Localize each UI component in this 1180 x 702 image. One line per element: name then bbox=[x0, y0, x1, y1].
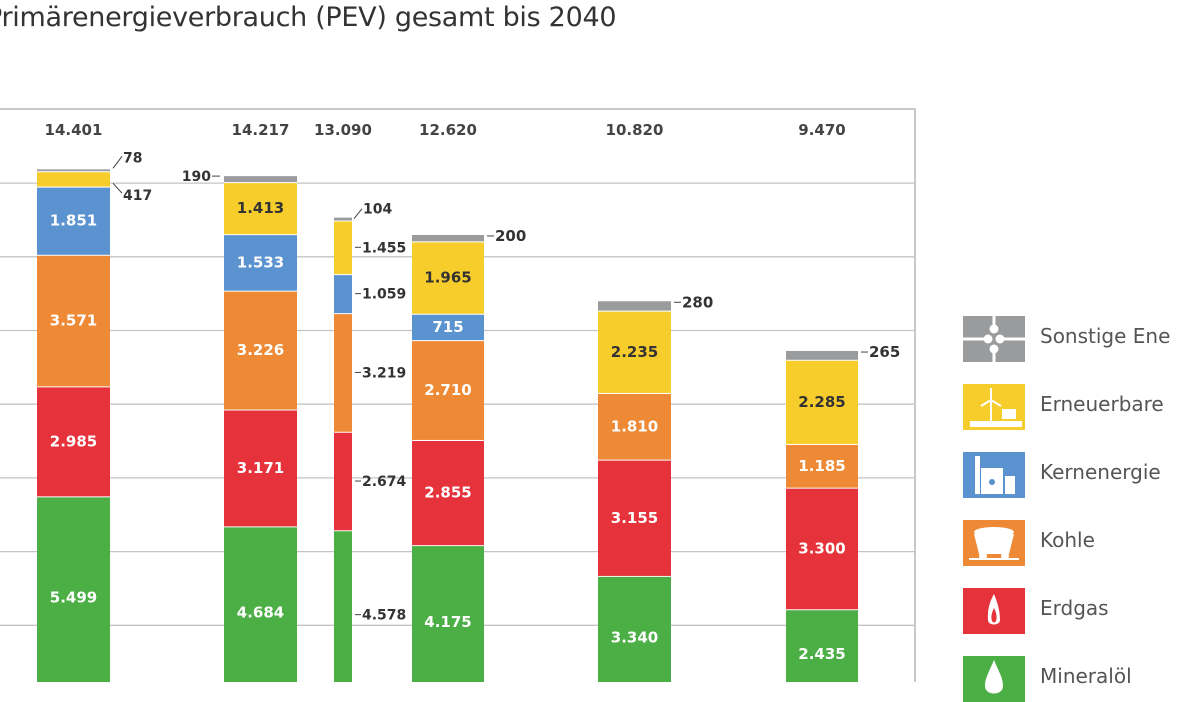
bar-segment bbox=[786, 359, 858, 444]
segment-label: 1.533 bbox=[237, 253, 284, 271]
segment-label: 3.155 bbox=[611, 509, 658, 527]
coal-cart-icon bbox=[963, 520, 1025, 566]
total-label: 12.620 bbox=[419, 121, 477, 139]
plot-frame bbox=[0, 108, 916, 682]
oil-drop-icon bbox=[963, 656, 1025, 702]
bar-segment bbox=[334, 274, 352, 314]
segment-label: 200 bbox=[495, 227, 526, 245]
segment-label: 2.285 bbox=[798, 393, 845, 411]
segment-label: 1.851 bbox=[50, 212, 97, 230]
wind-turbine-icon bbox=[963, 384, 1025, 430]
segment-label: 5.499 bbox=[50, 589, 97, 607]
leader-line bbox=[112, 156, 123, 169]
bar-segment bbox=[786, 350, 858, 360]
segment-label: 1.185 bbox=[798, 457, 845, 475]
bar-segment bbox=[224, 526, 297, 682]
bar-segment bbox=[224, 175, 297, 183]
segment-label: 1.455 bbox=[362, 240, 406, 256]
bar-segment bbox=[37, 254, 110, 387]
bar-segment bbox=[224, 409, 297, 527]
legend-label: Kohle bbox=[1040, 528, 1095, 552]
bar-segment bbox=[334, 530, 352, 682]
total-label: 14.217 bbox=[232, 121, 290, 139]
segment-label: 2.710 bbox=[424, 381, 471, 399]
bar-segment bbox=[37, 168, 110, 172]
segment-label: 3.571 bbox=[50, 312, 97, 330]
gas-flame-icon bbox=[963, 588, 1025, 634]
bar-segment bbox=[786, 443, 858, 488]
segment-label: 4.175 bbox=[424, 613, 471, 631]
bar-segment bbox=[412, 439, 484, 546]
bar-segment bbox=[224, 290, 297, 410]
bar-segment bbox=[412, 241, 484, 314]
legend-label: Erneuerbare bbox=[1040, 392, 1164, 416]
total-label: 13.090 bbox=[314, 121, 372, 139]
segment-label: 78 bbox=[123, 150, 142, 166]
bar-segment bbox=[598, 300, 671, 311]
segment-label: 715 bbox=[432, 318, 463, 336]
legend-label: Kernenergie bbox=[1040, 460, 1161, 484]
segment-label: 104 bbox=[363, 202, 392, 218]
segment-label: 280 bbox=[682, 293, 713, 311]
bar-segment bbox=[412, 233, 484, 242]
segment-label: 3.171 bbox=[237, 459, 284, 477]
segment-label: 2.855 bbox=[424, 484, 471, 502]
legend-label: Sonstige Ene bbox=[1040, 324, 1171, 348]
total-label: 14.401 bbox=[45, 121, 103, 139]
leader-line bbox=[112, 182, 123, 194]
bar-segment bbox=[37, 171, 110, 187]
bar-segment bbox=[334, 431, 352, 531]
segment-label: 1.965 bbox=[424, 269, 471, 287]
bar-segment bbox=[598, 392, 671, 460]
bar-segment bbox=[37, 496, 110, 682]
segment-label: 3.300 bbox=[798, 539, 845, 557]
bar-segment bbox=[786, 609, 858, 682]
segment-label: 3.340 bbox=[611, 628, 658, 646]
bar-segment bbox=[412, 313, 484, 341]
segment-label: 1.413 bbox=[237, 199, 284, 217]
segment-label: 1.059 bbox=[362, 287, 406, 303]
bar-segment bbox=[224, 234, 297, 291]
chart-title: Primärenergieverbrauch (PEV) gesamt bis … bbox=[0, 2, 617, 33]
bar-segment bbox=[334, 216, 352, 221]
total-label: 10.820 bbox=[606, 121, 664, 139]
bar-segment bbox=[412, 545, 484, 682]
network-icon bbox=[963, 316, 1025, 362]
segment-label: 3.226 bbox=[237, 341, 284, 359]
segment-label: 4.684 bbox=[237, 604, 284, 622]
legend-label: Erdgas bbox=[1040, 596, 1109, 620]
total-label: 9.470 bbox=[798, 121, 845, 139]
bar-segment bbox=[334, 313, 352, 432]
bar-segment bbox=[786, 487, 858, 610]
segment-label: 2.435 bbox=[798, 645, 845, 663]
bar-segment bbox=[37, 186, 110, 255]
leader-line bbox=[353, 208, 363, 219]
legend-label: Mineralöl bbox=[1040, 664, 1132, 688]
segment-label: 2.674 bbox=[362, 474, 407, 490]
segment-label: 3.219 bbox=[362, 365, 406, 381]
bar-segment bbox=[412, 340, 484, 440]
segment-label: 417 bbox=[123, 188, 152, 204]
segment-label: 2.985 bbox=[50, 432, 97, 450]
bar-segment bbox=[224, 182, 297, 235]
segment-label: 190 bbox=[182, 169, 211, 185]
bar-segment bbox=[598, 310, 671, 393]
bar-segment bbox=[37, 386, 110, 497]
bar-segment bbox=[598, 575, 671, 682]
bar-segment bbox=[334, 220, 352, 275]
segment-label: 4.578 bbox=[362, 608, 406, 624]
nuclear-plant-icon bbox=[963, 452, 1025, 498]
bar-segment bbox=[598, 459, 671, 576]
segment-label: 265 bbox=[869, 343, 900, 361]
stacked-bar-chart: 14.401 14.217 13.090 12.620 10.820 9.470 5.499… bbox=[0, 108, 916, 682]
segment-label: 2.235 bbox=[611, 343, 658, 361]
segment-label: 1.810 bbox=[611, 417, 658, 435]
